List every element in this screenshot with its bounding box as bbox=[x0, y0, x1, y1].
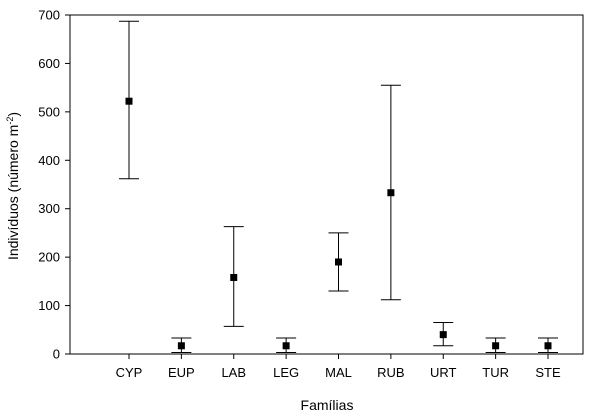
x-axis-title: Famílias bbox=[301, 397, 354, 413]
x-tick-label: MAL bbox=[325, 365, 352, 380]
x-tick-label: EUP bbox=[168, 365, 195, 380]
x-tick-label: TUR bbox=[482, 365, 509, 380]
data-marks bbox=[119, 20, 558, 354]
y-tick-label: 300 bbox=[38, 201, 60, 216]
y-axis-title-superscript: -2 bbox=[5, 117, 15, 125]
x-tick-label: LAB bbox=[221, 365, 246, 380]
data-point bbox=[439, 331, 447, 339]
y-axis-title-main: Indivíduos (número m bbox=[5, 125, 21, 260]
y-tick-label: 100 bbox=[38, 298, 60, 313]
data-point bbox=[125, 97, 133, 105]
x-tick-label: STE bbox=[535, 365, 561, 380]
y-tick-label: 0 bbox=[53, 347, 60, 362]
y-tick-label: 700 bbox=[38, 8, 60, 23]
x-axis: CYP EUP LAB LEG MAL RUB URT TUR STE bbox=[116, 354, 561, 380]
y-tick-label: 400 bbox=[38, 153, 60, 168]
data-point bbox=[335, 258, 342, 266]
y-axis-title-end: ) bbox=[5, 112, 21, 117]
x-tick-label: LEG bbox=[273, 365, 299, 380]
y-axis-title: Indivíduos (número m-2) bbox=[5, 112, 21, 260]
y-tick-label: 200 bbox=[38, 250, 60, 265]
x-tick-label: RUB bbox=[377, 365, 404, 380]
data-point bbox=[177, 342, 185, 350]
y-axis: 0 100 200 300 400 500 600 700 bbox=[38, 8, 70, 362]
x-tick-label: URT bbox=[430, 365, 457, 380]
data-point bbox=[282, 342, 290, 350]
data-point bbox=[230, 273, 238, 281]
y-tick-label: 500 bbox=[38, 104, 60, 119]
data-point bbox=[492, 342, 500, 350]
data-point bbox=[544, 342, 552, 350]
plot-frame bbox=[69, 14, 584, 355]
y-tick-label: 600 bbox=[38, 56, 60, 71]
x-tick-label: CYP bbox=[116, 365, 143, 380]
data-point bbox=[387, 189, 395, 197]
